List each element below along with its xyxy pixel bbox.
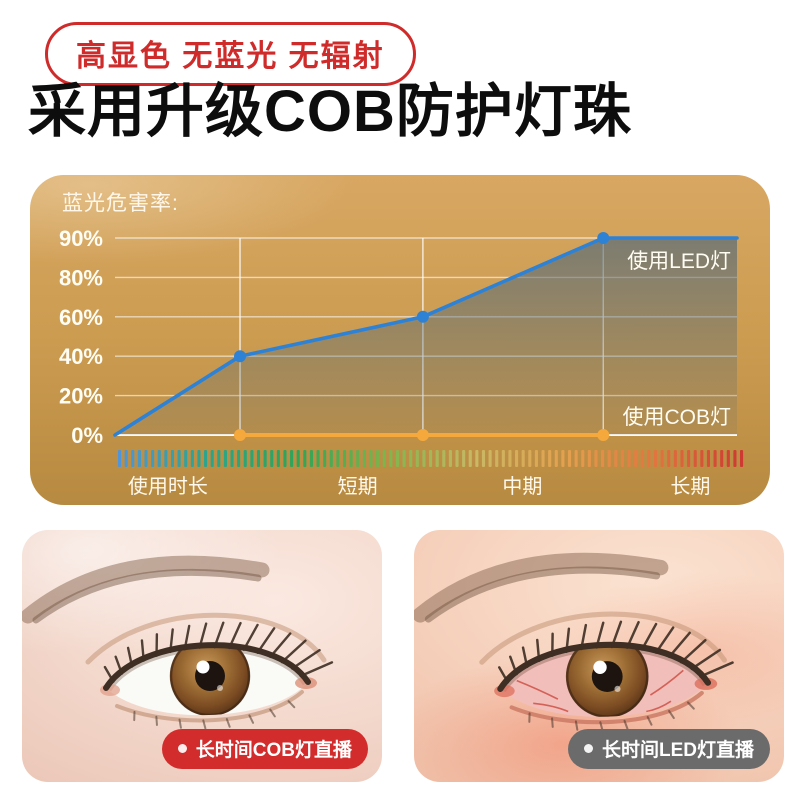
series-label: 使用COB灯 (622, 406, 731, 429)
y-tick-label: 0% (71, 423, 103, 448)
x-axis-label: 使用时长 (128, 475, 208, 498)
eye-photo-cob: 长时间COB灯直播 (22, 530, 382, 782)
cob-photo-badge: 长时间COB灯直播 (161, 729, 368, 769)
bullet-dot-icon (583, 744, 593, 753)
chart-gridlines: 90% 80% 60% 40% 20% 0% (59, 226, 737, 448)
series-cob: 使用COB灯 (234, 406, 731, 441)
chart-title: 蓝光危害率: (62, 192, 179, 215)
led-badge-label: 长时间LED灯直播 (601, 740, 754, 761)
y-tick-label: 20% (59, 384, 103, 409)
blue-light-chart-panel: 90% 80% 60% 40% 20% 0% 使用LED灯 使用COB灯 使用时长 短期 中期 长期 … (30, 175, 770, 505)
healthy-eye-illustration (22, 555, 334, 730)
y-tick-label: 90% (59, 226, 103, 251)
led-photo-badge: 长时间LED灯直播 (567, 729, 770, 769)
feature-pill: 高显色 无蓝光 无辐射 (45, 22, 416, 86)
bullet-dot-icon (177, 744, 187, 753)
y-tick-label: 80% (59, 265, 103, 290)
feature-pill-label: 高显色 无蓝光 无辐射 (76, 40, 385, 73)
page-title: 采用升级COB防护灯珠 (28, 79, 632, 144)
series-label: 使用LED灯 (627, 250, 731, 273)
x-axis-label: 短期 (338, 475, 378, 498)
eye-photo-led: 长时间LED灯直播 (414, 530, 784, 782)
series-led: 使用LED灯 (113, 232, 739, 437)
x-axis-label: 长期 (670, 475, 710, 498)
x-axis-label: 中期 (502, 475, 542, 498)
cob-badge-label: 长时间COB灯直播 (195, 740, 352, 761)
y-tick-label: 40% (59, 344, 103, 369)
usage-duration-gradient-bar (118, 450, 744, 467)
y-tick-label: 60% (59, 305, 103, 330)
irritated-eye-illustration (414, 552, 734, 732)
